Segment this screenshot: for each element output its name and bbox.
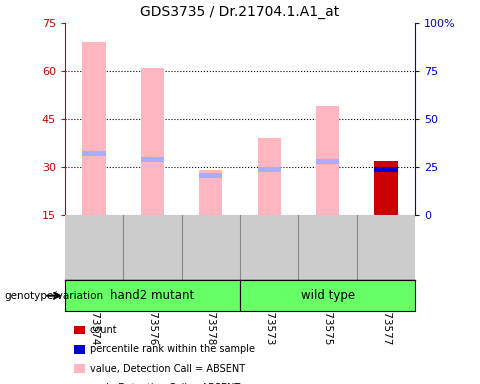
- Bar: [199, 174, 223, 178]
- Bar: [257, 167, 281, 172]
- Text: value, Detection Call = ABSENT: value, Detection Call = ABSENT: [90, 364, 245, 374]
- Bar: [199, 170, 223, 215]
- Bar: [316, 159, 339, 164]
- Text: rank, Detection Call = ABSENT: rank, Detection Call = ABSENT: [90, 383, 240, 384]
- Bar: [141, 68, 164, 215]
- Bar: [374, 167, 397, 172]
- Bar: [257, 138, 281, 215]
- Text: hand2 mutant: hand2 mutant: [110, 289, 194, 302]
- Bar: [141, 157, 164, 162]
- Bar: [83, 42, 106, 215]
- Text: count: count: [90, 325, 118, 335]
- Text: genotype/variation: genotype/variation: [5, 291, 104, 301]
- Text: percentile rank within the sample: percentile rank within the sample: [90, 344, 255, 354]
- Bar: [374, 161, 397, 215]
- Bar: [83, 151, 106, 156]
- Title: GDS3735 / Dr.21704.1.A1_at: GDS3735 / Dr.21704.1.A1_at: [140, 5, 340, 19]
- Bar: [240, 280, 415, 311]
- Bar: [316, 106, 339, 215]
- Text: wild type: wild type: [300, 289, 355, 302]
- Bar: [65, 280, 240, 311]
